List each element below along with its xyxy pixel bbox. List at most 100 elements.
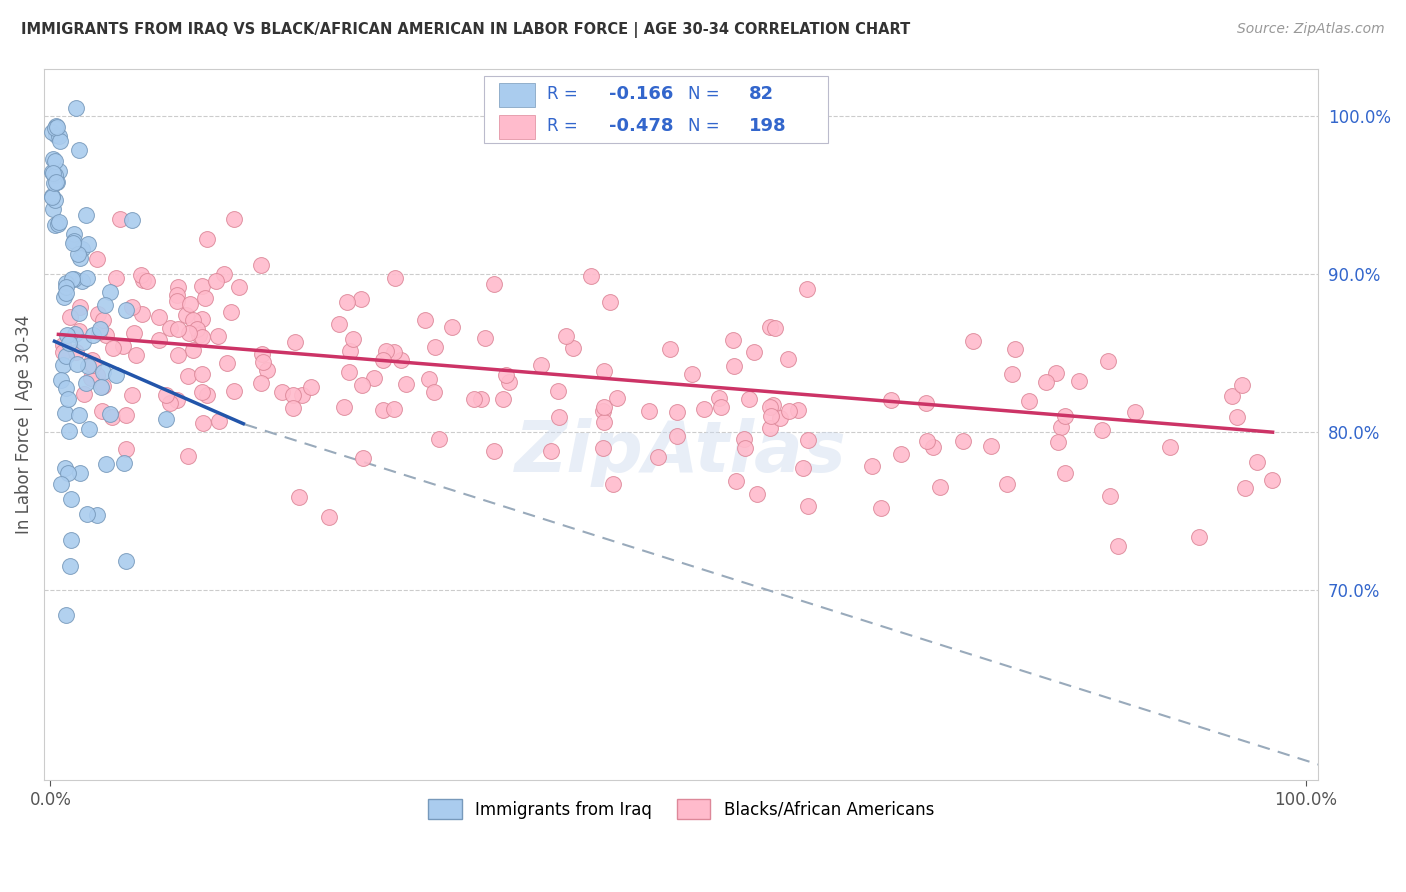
Point [637,403,659,417]
Point [46,175,69,189]
Point [155,412,177,426]
Point [734,442,756,456]
Point [593,400,616,414]
Point [41,188,63,202]
Text: -0.166: -0.166 [609,85,673,103]
Point [284,334,307,349]
Point [58,425,80,439]
Text: R =: R = [547,85,583,103]
Point [77,422,100,436]
Point [72,334,94,349]
Point [115,442,138,456]
Point [547,384,569,398]
Point [952,434,974,448]
Point [917,434,939,448]
Point [53,460,76,475]
Point [423,385,446,400]
Point [921,441,943,455]
Point [792,460,814,475]
Point [181,312,204,326]
Point [252,355,274,369]
Point [122,326,145,340]
Point [423,340,446,354]
Point [291,388,314,402]
Point [191,330,214,344]
Point [62,235,84,250]
Point [63,326,86,341]
Point [121,300,143,314]
Point [177,326,200,340]
Point [191,416,214,430]
Point [593,415,616,429]
Point [67,143,90,157]
Point [418,371,440,385]
Point [56,466,79,480]
Point [159,321,181,335]
Point [73,386,96,401]
Point [363,371,385,385]
Point [91,312,114,326]
Point [101,410,124,425]
Point [44,169,66,183]
Point [995,476,1018,491]
Point [283,388,305,402]
Point [762,398,785,412]
Point [89,322,111,336]
Point [709,391,731,405]
Point [769,410,792,425]
Point [759,320,782,334]
Point [337,365,360,379]
Point [710,400,733,414]
Point [45,128,67,142]
Point [599,294,621,309]
Point [45,120,67,134]
Point [562,341,585,355]
Point [125,348,148,362]
Point [870,501,893,516]
Point [1035,376,1057,390]
Point [530,358,553,372]
Point [547,409,569,424]
FancyBboxPatch shape [484,76,828,144]
Point [48,215,70,229]
Point [77,236,100,251]
Point [593,364,616,378]
Point [77,359,100,373]
Point [194,291,217,305]
Point [48,217,70,231]
Point [181,343,204,358]
Point [44,153,66,168]
Point [121,213,143,227]
Point [187,328,209,343]
Point [48,129,70,144]
Point [797,499,820,513]
Point [208,414,231,428]
Point [53,290,76,304]
Point [69,466,91,480]
Point [174,309,197,323]
Point [1226,410,1249,425]
Point [491,392,513,407]
Point [1261,473,1284,487]
Point [70,242,93,256]
Point [659,342,682,356]
Point [191,311,214,326]
Point [742,344,765,359]
Point [167,322,190,336]
Point [105,368,128,382]
Point [195,388,218,402]
Point [797,433,820,447]
Point [1018,394,1040,409]
Point [880,392,903,407]
Point [167,348,190,362]
Point [787,402,810,417]
Point [666,405,689,419]
Text: R =: R = [547,118,583,136]
Point [58,335,80,350]
Point [482,277,505,291]
Point [283,401,305,415]
Point [59,559,82,574]
Text: 198: 198 [749,118,786,136]
Point [228,279,250,293]
Point [723,359,745,374]
